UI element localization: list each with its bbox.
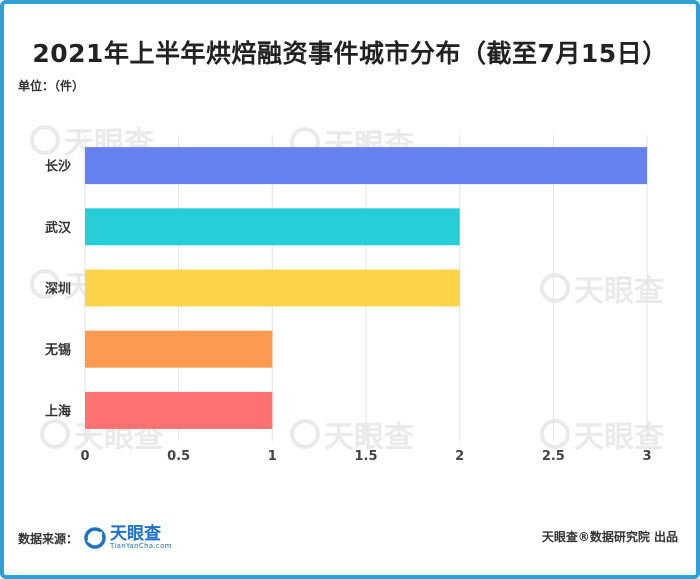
category-label: 长沙: [45, 159, 71, 175]
bar: [85, 147, 647, 185]
tianyancha-logo-icon: [84, 527, 106, 549]
bar: [85, 269, 460, 307]
x-tick-label: 2.5: [542, 449, 565, 464]
x-tick-label: 0: [80, 449, 89, 464]
brand-url: TianYanCha.com: [110, 542, 172, 550]
x-tick-label: 3: [642, 449, 651, 464]
bars: [85, 147, 647, 429]
category-label: 武汉: [45, 220, 72, 236]
category-label: 深圳: [45, 281, 71, 297]
x-tick-label: 1: [268, 449, 277, 464]
bar: [85, 391, 273, 429]
x-tick-label: 1.5: [354, 449, 377, 464]
source-block: 数据来源： 天眼查 TianYanCha.com: [18, 526, 172, 550]
category-label: 无锡: [44, 342, 71, 358]
chart-title: 2021年上半年烘焙融资事件城市分布（截至7月15日）: [32, 39, 668, 68]
bar: [85, 208, 460, 246]
source-label: 数据来源：: [18, 531, 79, 546]
x-tick-label: 0.5: [167, 449, 190, 464]
brand-logo: 天眼查 TianYanCha.com: [84, 526, 172, 550]
x-tick-labels: 0 0.5 1 1.5 2 2.5 3: [80, 449, 651, 464]
category-label: 上海: [45, 403, 71, 419]
brand-name: 天眼查: [110, 524, 162, 544]
credit-text: 天眼查®数据研究院 出品: [541, 530, 678, 544]
bar: [85, 330, 273, 368]
x-tick-label: 2: [455, 449, 464, 464]
unit-label: 单位：（件）: [18, 79, 85, 93]
